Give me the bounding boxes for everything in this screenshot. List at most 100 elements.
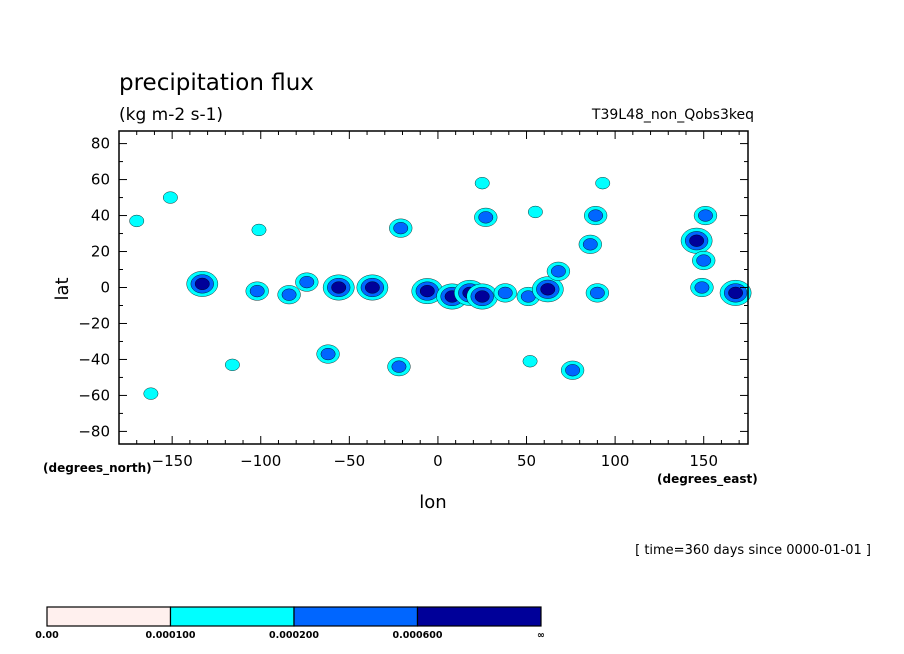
contour-region xyxy=(162,191,178,204)
x-tick-label: 100 xyxy=(601,452,630,470)
contour-region xyxy=(531,276,564,303)
contour-level-2 xyxy=(478,211,494,224)
contour-region xyxy=(387,357,411,377)
y-tick-label: −40 xyxy=(78,350,110,368)
contour-region xyxy=(493,283,517,303)
contour-level-2 xyxy=(582,238,598,251)
contour-level-2 xyxy=(299,276,315,289)
contour-level-3 xyxy=(194,277,210,291)
contour-level-1 xyxy=(129,214,145,228)
x-axis-units: (degrees_east) xyxy=(657,472,758,487)
contour-region xyxy=(560,360,585,380)
contour-region xyxy=(546,261,571,281)
y-axis-label: lat xyxy=(52,277,73,300)
contour-region xyxy=(186,271,219,297)
contour-level-2 xyxy=(588,209,604,222)
color-bar-label: 0.000100 xyxy=(146,630,196,641)
contour-level-1 xyxy=(474,177,490,190)
contour-level-2 xyxy=(589,286,605,299)
y-tick-label: −20 xyxy=(78,314,110,332)
contour-level-2 xyxy=(391,360,407,373)
contour-region xyxy=(680,227,713,254)
contour-region xyxy=(585,283,609,303)
color-bar-label: 0.000200 xyxy=(269,630,319,641)
color-bar-label: 0.000600 xyxy=(393,630,443,641)
contour-region xyxy=(277,285,301,305)
contour-region xyxy=(690,278,714,298)
contour-region xyxy=(356,274,389,301)
contour-region xyxy=(578,234,602,254)
contour-region xyxy=(389,218,413,238)
contour-level-2 xyxy=(281,288,297,301)
y-axis-units: (degrees_north) xyxy=(43,461,152,476)
x-tick-label: 150 xyxy=(689,452,718,470)
contour-level-2 xyxy=(320,347,336,361)
contour-level-1 xyxy=(595,177,611,190)
y-tick-label: −60 xyxy=(78,386,110,404)
x-axis-label: lon xyxy=(419,492,446,513)
contour-region xyxy=(527,205,543,219)
contour-level-1 xyxy=(143,387,159,400)
contour-level-1 xyxy=(251,223,267,237)
color-bar: 0.00 0.000100 0.000200 0.000600 ∞ xyxy=(35,606,545,641)
contour-level-3 xyxy=(540,283,556,296)
axis-ticks: −150 −100 −50 0 50 100 150 80 60 40 20 0 −20 −40 −60 −8… xyxy=(78,131,748,470)
contour-level-3 xyxy=(689,234,705,247)
contour-region xyxy=(224,358,240,371)
contour-level-3 xyxy=(728,286,743,299)
x-tick-label: −100 xyxy=(240,452,281,470)
color-bar-label: ∞ xyxy=(537,630,545,641)
y-tick-label: −80 xyxy=(78,422,110,440)
contour-level-3 xyxy=(474,290,490,303)
contour-region xyxy=(143,387,159,400)
y-tick-label: 20 xyxy=(91,243,110,261)
contour-region xyxy=(251,223,267,237)
contour-level-1 xyxy=(522,355,538,368)
time-label: [ time=360 days since 0000-01-01 ] xyxy=(635,543,871,558)
contour-level-1 xyxy=(162,191,178,204)
contour-region xyxy=(411,278,444,304)
x-tick-label: −50 xyxy=(334,452,366,470)
contour-region xyxy=(719,279,752,306)
y-tick-label: 40 xyxy=(91,207,110,225)
contour-region xyxy=(474,207,498,227)
contour-region xyxy=(692,251,716,271)
y-tick-label: 60 xyxy=(91,171,110,189)
contour-region xyxy=(295,272,319,292)
chart-units: (kg m-2 s-1) xyxy=(119,105,223,125)
contour-level-2 xyxy=(694,281,710,294)
color-bar-swatch xyxy=(169,606,295,627)
contour-region xyxy=(584,206,608,226)
contour-level-2 xyxy=(249,284,265,298)
contour-level-2 xyxy=(393,222,409,235)
color-bar-swatch xyxy=(293,606,419,627)
contour-region xyxy=(474,177,490,190)
contour-region xyxy=(245,281,269,301)
x-tick-label: −150 xyxy=(152,452,193,470)
contour-level-1 xyxy=(527,205,543,219)
y-tick-label: 80 xyxy=(91,135,110,153)
contour-region xyxy=(595,177,611,190)
contour-level-2 xyxy=(565,364,580,377)
contour-level-2 xyxy=(696,254,712,267)
contour-region xyxy=(522,355,538,368)
contour-region xyxy=(693,206,718,226)
contour-region xyxy=(316,344,340,364)
contour-level-3 xyxy=(331,281,347,294)
contour-region xyxy=(322,274,355,301)
x-tick-label: 50 xyxy=(517,452,536,470)
y-tick-label: 0 xyxy=(100,279,110,297)
contour-level-2 xyxy=(698,209,713,222)
contour-level-2 xyxy=(497,286,513,299)
color-bar-swatch xyxy=(416,606,542,627)
chart-title: precipitation flux xyxy=(119,70,314,96)
contour-level-3 xyxy=(419,284,435,298)
contour-region xyxy=(129,214,145,228)
contour-level-2 xyxy=(551,265,566,278)
color-bar-label: 0.00 xyxy=(35,630,59,641)
x-tick-label: 0 xyxy=(433,452,443,470)
contour-region xyxy=(466,283,499,310)
contour-fills xyxy=(129,177,752,400)
run-label: T39L48_non_Qobs3keq xyxy=(591,107,754,123)
